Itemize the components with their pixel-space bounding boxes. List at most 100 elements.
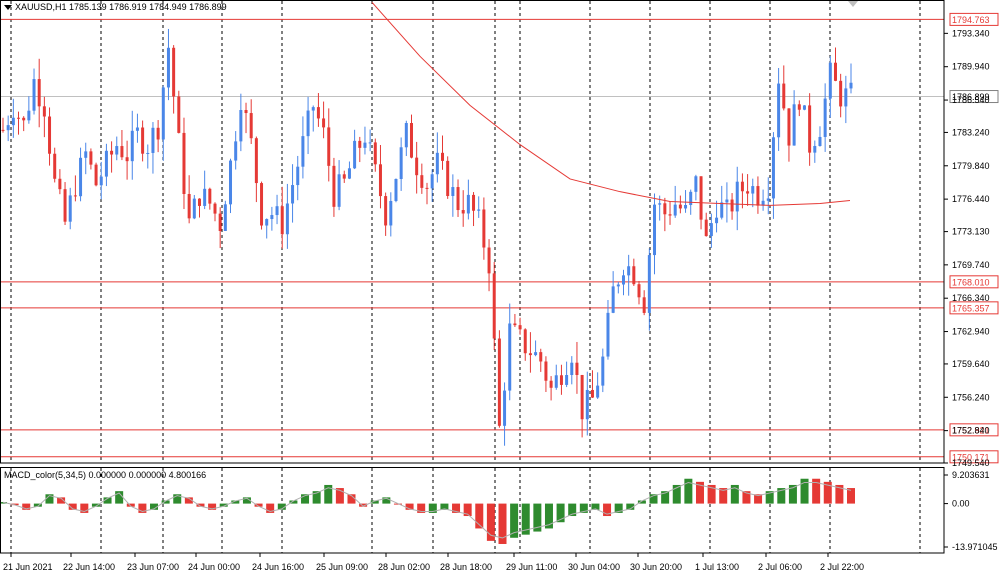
candle-body — [342, 174, 346, 179]
candle-body — [420, 175, 424, 188]
candle-body — [337, 174, 341, 207]
candle-body — [565, 374, 569, 385]
price-tick-label: 1749.540 — [952, 458, 990, 468]
candle-body — [327, 127, 331, 166]
level-label: 1794.763 — [952, 15, 990, 25]
candle-body — [249, 113, 253, 139]
candle-body — [322, 118, 326, 128]
macd-bar — [80, 503, 89, 513]
time-tick-label: 28 Jun 18:00 — [440, 562, 492, 572]
candle-body — [715, 217, 719, 224]
candle-body — [441, 152, 445, 161]
candle-body — [125, 157, 129, 162]
candle-body — [808, 105, 812, 153]
candle-body — [48, 116, 52, 154]
candle-body — [689, 191, 693, 206]
macd-bar — [603, 503, 612, 517]
candle-body — [756, 186, 760, 206]
macd-bar — [533, 503, 542, 532]
macd-bar — [486, 503, 495, 541]
candle-body — [771, 137, 775, 199]
candle-body — [590, 389, 594, 398]
candle-body — [534, 352, 538, 356]
macd-frame — [0, 467, 945, 554]
dropdown-triangle-icon[interactable] — [4, 5, 12, 11]
macd-signal-line — [2, 481, 852, 539]
macd-bar — [614, 503, 623, 513]
macd-bar — [498, 503, 507, 544]
macd-bar — [742, 491, 751, 504]
macd-title: MACD_color(5,34,5) 0.000000 0.000000 4.8… — [4, 470, 207, 480]
level-label: 1768.010 — [952, 277, 990, 287]
macd-histogram — [0, 478, 855, 544]
macd-bar — [568, 503, 577, 517]
candle-body — [58, 178, 62, 190]
macd-bar — [138, 503, 147, 513]
candle-body — [37, 79, 41, 107]
candle-body — [823, 98, 827, 137]
candle-body — [404, 123, 408, 148]
candle-body — [653, 204, 657, 256]
candle-body — [777, 83, 781, 138]
level-label-box — [949, 12, 999, 26]
current-price-box — [949, 90, 999, 104]
chart-title: XAUUSD,H1 1785.139 1786.919 1784.949 178… — [4, 2, 227, 12]
candle-body — [642, 297, 646, 313]
candle-body — [141, 127, 145, 154]
macd-bar — [301, 494, 310, 504]
macd-bar — [242, 497, 251, 504]
macd-bar — [428, 503, 437, 513]
candle-body — [575, 362, 579, 375]
macd-bar — [475, 503, 484, 529]
candle-body — [306, 110, 310, 137]
candle-body — [84, 151, 88, 158]
candle-body — [766, 198, 770, 201]
candle-body — [616, 284, 620, 287]
candle-body — [32, 79, 36, 111]
macd-bar — [847, 488, 855, 504]
macd-bar — [463, 503, 472, 517]
macd-bar — [544, 503, 553, 529]
candle-body — [53, 153, 57, 179]
candle-body — [694, 176, 698, 192]
macd-bar — [707, 484, 716, 504]
candle-body — [260, 183, 264, 226]
macd-bar — [695, 481, 704, 504]
candle-body — [254, 138, 258, 184]
candle-body — [394, 179, 398, 201]
scroll-indicator-icon[interactable] — [848, 1, 858, 7]
macd-bar — [126, 503, 135, 507]
candle-body — [347, 168, 351, 179]
price-tick-label: 1759.640 — [952, 359, 990, 369]
candle-body — [229, 160, 233, 205]
candle-body — [332, 165, 336, 207]
candle-body — [172, 47, 176, 97]
candle-body — [668, 214, 672, 216]
candle-body — [94, 164, 98, 186]
price-tick-label: 1752.840 — [952, 426, 990, 436]
candle-body — [166, 47, 170, 88]
macd-bar — [730, 484, 739, 504]
candle-body — [549, 380, 553, 388]
candle-body — [544, 361, 548, 381]
candle-body — [151, 127, 155, 153]
candle-body — [120, 146, 124, 158]
candle-body — [358, 140, 362, 148]
candle-body — [291, 185, 295, 204]
price-tick-label: 1769.740 — [952, 260, 990, 270]
candle-body — [466, 194, 470, 214]
macd-tick-label: 0.00 — [952, 499, 970, 509]
macd-bar — [231, 500, 240, 504]
macd-bar — [626, 503, 635, 510]
candle-body — [523, 329, 527, 354]
candle-body — [528, 353, 532, 356]
candle-body — [115, 146, 119, 155]
candle-body — [606, 312, 610, 357]
candle-body — [627, 266, 631, 276]
candle-body — [673, 204, 677, 216]
candle-body — [63, 189, 67, 222]
macd-bar — [800, 478, 809, 504]
candle-body — [89, 151, 93, 165]
macd-tick-label: -13.971045 — [952, 542, 998, 552]
